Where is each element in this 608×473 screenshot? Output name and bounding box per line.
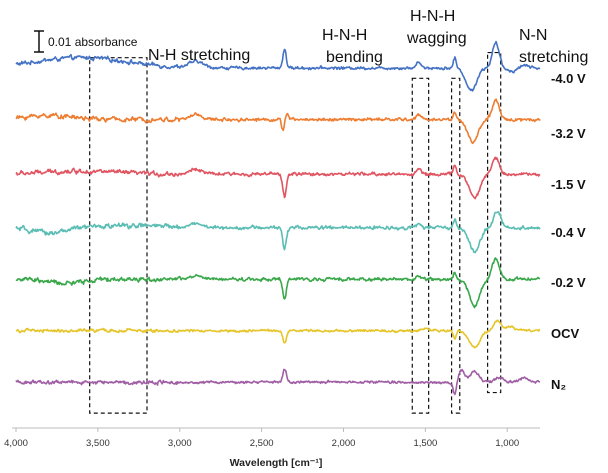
band-label-hnh-wagging-line1: H-N-H (410, 8, 455, 25)
band-label-hnh-bending-line2: bending (326, 49, 383, 66)
region-box-0 (89, 57, 148, 414)
series-line-4 (15, 257, 541, 309)
x-axis-ticks: 4,000 3,500 3,000 2,500 2,000 1,500 1,000 (4, 428, 519, 449)
band-label-nh-stretching: N-H stretching (148, 47, 250, 64)
x-tick-label-1: 3,500 (86, 438, 110, 449)
scale-bar-label: 0.01 absorbance (48, 35, 138, 49)
series-line-5 (15, 319, 541, 349)
x-tick-label-3: 2,500 (250, 438, 274, 449)
band-labels: N-H stretching H-N-H bending H-N-H waggi… (148, 8, 588, 66)
x-tick-label-4: 2,000 (332, 438, 356, 449)
region-box-3 (487, 51, 502, 394)
x-tick-label-6: 1,000 (495, 438, 519, 449)
series-label-n2: N₂ (551, 377, 566, 392)
x-tick-label-5: 1,500 (413, 438, 437, 449)
series-label-m4.0v: -4.0 V (551, 71, 586, 86)
region-box-1 (411, 77, 430, 414)
spectra-lines (15, 40, 541, 396)
series-label-m1.5v: -1.5 V (551, 177, 586, 192)
series-line-0 (15, 40, 541, 92)
band-label-nn-stretching-line2: stretching (519, 49, 588, 66)
x-axis: 4,000 3,500 3,000 2,500 2,000 1,500 1,000 Wave… (4, 427, 540, 469)
series-line-1 (15, 98, 541, 145)
x-tick-label-0: 4,000 (4, 438, 28, 449)
band-label-hnh-bending-line1: H-N-H (322, 27, 367, 44)
region-boxes (89, 51, 502, 414)
series-labels: -4.0 V -3.2 V -1.5 V -0.4 V -0.2 V OCV N… (551, 71, 586, 392)
series-label-m3.2v: -3.2 V (551, 126, 586, 141)
series-line-6 (15, 368, 541, 396)
band-label-hnh-wagging-line2: wagging (406, 30, 467, 47)
x-tick-label-2: 3,000 (168, 438, 192, 449)
x-axis-title: Wavelength [cm⁻¹] (230, 457, 323, 469)
series-line-3 (15, 211, 541, 254)
region-box-2 (450, 77, 461, 414)
band-label-nn-stretching-line1: N-N (519, 27, 547, 44)
series-line-2 (15, 156, 541, 200)
series-label-m0.2v: -0.2 V (551, 275, 586, 290)
series-label-m0.4v: -0.4 V (551, 225, 586, 240)
scale-bar: 0.01 absorbance (34, 30, 138, 53)
series-label-ocv: OCV (551, 326, 580, 341)
